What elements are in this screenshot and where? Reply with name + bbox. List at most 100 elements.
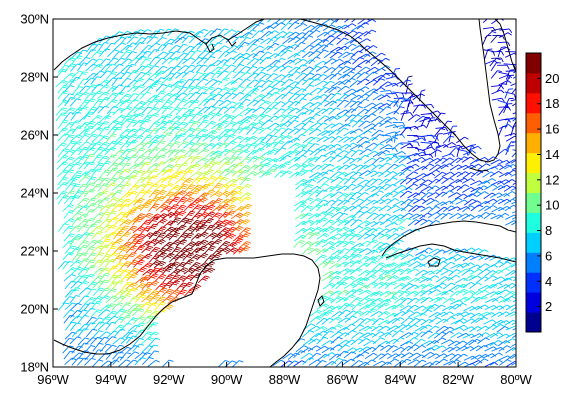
wind-barb — [189, 135, 202, 143]
wind-barb — [232, 71, 245, 79]
wind-barb — [203, 29, 216, 38]
wind-barb — [161, 106, 174, 115]
wind-barb — [294, 154, 307, 162]
wind-barb — [358, 120, 371, 128]
wind-barb — [335, 19, 340, 23]
wind-barb — [153, 77, 166, 86]
wind-barb — [161, 164, 174, 172]
wind-barb — [84, 153, 95, 163]
wind-barb — [350, 149, 364, 157]
wind-barb — [302, 127, 315, 135]
wind-barb — [356, 86, 370, 93]
wind-barb — [273, 44, 287, 52]
wind-barb — [365, 142, 378, 149]
wind-barb — [363, 29, 377, 37]
wind-barb — [321, 107, 334, 115]
wind-barb — [128, 57, 141, 65]
wind-barb — [167, 93, 180, 101]
wind-barb — [504, 91, 516, 99]
wind-barb — [513, 70, 516, 74]
wind-barb — [280, 45, 294, 53]
wind-barb — [244, 92, 257, 100]
latitude-axis: 30ºN 28ºN 26ºN 24ºN 22ºN 20ºN 18ºN — [20, 12, 58, 375]
wind-barb — [357, 66, 371, 74]
wind-barb — [90, 121, 103, 130]
wind-barb — [174, 133, 187, 142]
wind-barb — [104, 111, 116, 121]
wind-barb — [345, 120, 358, 127]
wind-barb — [342, 52, 356, 59]
wind-barb — [407, 152, 421, 158]
wind-barb — [356, 136, 369, 144]
wind-barb — [405, 125, 419, 131]
wind-barb — [377, 149, 391, 157]
wind-barb — [266, 164, 279, 172]
wind-barb — [316, 19, 322, 23]
wind-barb — [279, 154, 292, 162]
wind-barb — [265, 107, 278, 114]
wind-barb — [112, 71, 125, 80]
wind-barb — [420, 116, 430, 127]
wind-barb — [349, 36, 363, 44]
wind-barb — [428, 157, 442, 164]
wind-barb — [281, 78, 294, 87]
wind-barb — [140, 50, 152, 60]
wind-barb — [119, 71, 132, 80]
wind-barb — [338, 144, 351, 150]
wind-barb — [497, 46, 506, 58]
wind-barb — [252, 121, 265, 128]
wind-barb — [329, 92, 342, 101]
wind-barb — [189, 142, 202, 150]
wind-barb — [70, 141, 82, 150]
wind-barb — [182, 30, 195, 38]
wind-barb — [392, 125, 406, 130]
wind-barb — [510, 82, 516, 86]
wind-barb — [224, 70, 237, 79]
wind-barb — [209, 150, 223, 157]
wind-barb — [301, 35, 314, 44]
wind-barb — [182, 78, 194, 88]
wind-barb — [294, 79, 307, 87]
wind-barb — [359, 148, 372, 156]
wind-barb — [146, 83, 158, 93]
wind-barb — [300, 66, 314, 73]
wind-barb — [273, 57, 286, 66]
wind-barb — [371, 116, 384, 123]
wind-barb — [372, 157, 385, 165]
wind-barb — [489, 58, 501, 67]
wind-barb — [293, 93, 307, 101]
wind-barb — [246, 79, 259, 87]
wind-barb — [350, 105, 364, 114]
wind-barb — [97, 91, 110, 100]
wind-barb — [56, 127, 68, 137]
wind-barb — [77, 154, 90, 163]
wind-barb — [218, 77, 230, 86]
x-tick-label: 94ºW — [95, 372, 127, 387]
wind-barb — [372, 78, 386, 86]
wind-barb — [195, 157, 208, 165]
wind-barb — [279, 161, 292, 170]
wind-barb — [112, 156, 125, 164]
wind-barb — [154, 140, 166, 149]
wind-barb — [322, 144, 336, 151]
wind-barb — [97, 84, 110, 93]
wind-barb — [426, 117, 436, 128]
wind-barb — [125, 51, 137, 60]
wind-barb — [63, 134, 75, 143]
wind-barb — [274, 147, 287, 156]
wind-barb — [72, 86, 84, 95]
wind-barb — [203, 142, 216, 150]
wind-barb — [301, 102, 315, 109]
wind-barb — [105, 77, 118, 86]
wind-barb — [90, 76, 102, 85]
wind-barb — [260, 79, 273, 88]
wind-barb — [97, 105, 110, 114]
wind-barb — [65, 140, 77, 149]
wind-barb — [119, 93, 132, 102]
wind-barb — [279, 135, 293, 142]
wind-barb — [113, 57, 126, 66]
wind-barb — [491, 89, 505, 95]
wind-barb — [301, 109, 315, 116]
wind-barb — [316, 115, 330, 123]
